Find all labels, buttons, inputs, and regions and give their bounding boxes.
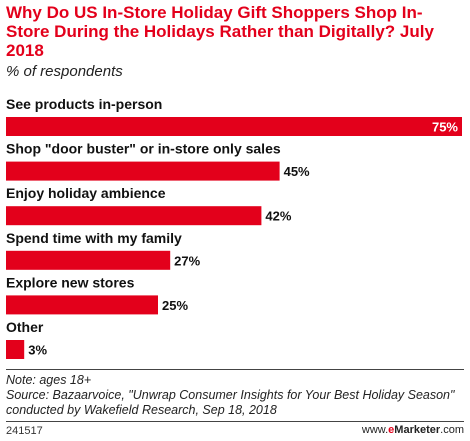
category-label: Other (6, 319, 44, 335)
bar-2 (6, 206, 262, 226)
bar-chart: See products in-person 75% Shop "door bust… (6, 96, 462, 359)
category-label: See products in-person (6, 96, 162, 112)
value-label: 27% (174, 253, 200, 268)
logo-name: Marketer (394, 424, 441, 436)
emarketer-logo[interactable]: www.eMarketer.com (362, 424, 464, 436)
value-label: 45% (284, 164, 310, 179)
chart-title: Why Do US In-Store Holiday Gift Shoppers… (6, 3, 434, 60)
category-label: Shop "door buster" or in-store only sale… (6, 141, 281, 157)
footnote-source: Source: Bazaarvoice, "Unwrap Consumer In… (6, 388, 455, 417)
chart-id: 241517 (6, 425, 43, 437)
bar-0 (6, 117, 462, 136)
bar-3 (6, 250, 171, 270)
logo-suffix: .com (440, 424, 464, 436)
footer-divider (6, 369, 464, 370)
chart-subtitle: % of respondents (6, 63, 123, 80)
value-label: 25% (162, 298, 188, 313)
logo-prefix: www. (361, 424, 389, 436)
logo-e: e (388, 424, 395, 436)
category-label: Enjoy holiday ambience (6, 185, 166, 201)
value-label: 42% (265, 209, 291, 224)
bar-5 (6, 340, 25, 359)
value-label: 75% (432, 120, 458, 135)
value-label: 3% (28, 343, 47, 358)
category-label: Spend time with my family (6, 230, 182, 246)
category-label: Explore new stores (6, 274, 135, 290)
bar-1 (6, 161, 280, 181)
bar-4 (6, 295, 158, 315)
footer-divider-bottom (6, 421, 464, 422)
footnote-note: Note: ages 18+ (6, 373, 92, 387)
